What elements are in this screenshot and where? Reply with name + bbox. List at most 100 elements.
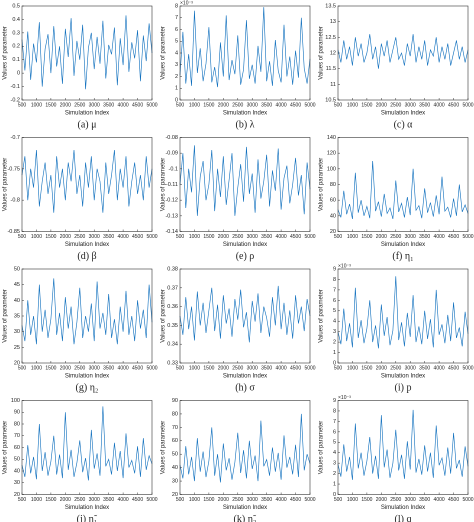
- y-tick-label: 0.1: [12, 57, 20, 63]
- x-tick-label: 5000: [304, 102, 315, 108]
- y-tick-label: 120: [327, 151, 336, 157]
- x-tick-label: 1000: [189, 497, 200, 503]
- x-tick-label: 3500: [103, 102, 114, 108]
- y-multiplier: ×10⁻³: [338, 263, 351, 269]
- x-tick-label: 2500: [74, 497, 85, 503]
- x-tick-label: 500: [176, 497, 185, 503]
- y-tick-label: -0.85: [7, 229, 20, 235]
- x-tick-label: 1500: [203, 234, 214, 240]
- y-tick-label: 70: [14, 433, 20, 439]
- y-tick-label: 0.2: [12, 44, 20, 50]
- y-tick-label: 100: [11, 398, 20, 404]
- x-tick-label: 2000: [218, 234, 229, 240]
- x-tick-label: 500: [176, 234, 185, 240]
- y-tick-label: 90: [172, 398, 178, 404]
- y-tick-label: 1: [333, 350, 336, 356]
- trace-line: [337, 34, 469, 69]
- y-axis-label: Values of parameter: [161, 289, 167, 343]
- x-tick-label: 1500: [45, 365, 56, 371]
- x-tick-label: 5000: [146, 102, 157, 108]
- panel-caption: (g) η₂: [76, 382, 99, 393]
- x-axis-label: Simulation Index: [381, 505, 425, 511]
- x-tick-label: 2000: [218, 102, 229, 108]
- trace-line: [21, 15, 153, 90]
- x-tick-label: 2500: [74, 102, 85, 108]
- y-tick-label: 4: [175, 50, 178, 56]
- y-tick-label: 40: [14, 298, 20, 304]
- y-tick-label: 40: [330, 213, 336, 219]
- x-axis-label: Simulation Index: [65, 111, 109, 117]
- plot-frame: [179, 268, 311, 364]
- x-tick-label: 3000: [247, 497, 258, 503]
- x-tick-label: 4500: [448, 102, 459, 108]
- x-tick-label: 5000: [462, 497, 473, 503]
- y-tick-label: 13.5: [325, 3, 336, 9]
- y-tick-label: 30: [172, 479, 178, 485]
- x-tick-label: 5000: [462, 365, 473, 371]
- x-tick-label: 5000: [304, 497, 315, 503]
- x-tick-label: 1500: [45, 102, 56, 108]
- y-axis-label: Values of parameter: [161, 26, 167, 80]
- x-tick-label: 2500: [390, 365, 401, 371]
- y-tick-label: 0: [17, 71, 20, 77]
- x-tick-label: 1000: [31, 365, 42, 371]
- y-tick-label: 0.4: [12, 17, 20, 23]
- x-axis-label: Simulation Index: [223, 374, 267, 380]
- y-tick-label: 2: [175, 74, 178, 80]
- y-axis-label: Values of parameter: [3, 158, 9, 212]
- y-tick-label: 45: [14, 282, 20, 288]
- y-tick-label: 60: [330, 198, 336, 204]
- y-tick-label: -0.1: [11, 84, 20, 90]
- x-tick-label: 4000: [276, 497, 287, 503]
- x-tick-label: 4000: [118, 102, 129, 108]
- y-tick-label: -0.75: [7, 166, 20, 172]
- x-tick-label: 1500: [361, 102, 372, 108]
- trace-line: [21, 278, 153, 345]
- x-tick-label: 5000: [146, 497, 157, 503]
- x-tick-label: 1000: [189, 234, 200, 240]
- y-tick-label: 20: [14, 492, 20, 498]
- panel-caption: (k) η̃₂: [234, 514, 257, 522]
- y-tick-label: -0.2: [11, 97, 20, 103]
- y-tick-label: 0.5: [12, 3, 20, 9]
- x-tick-label: 3000: [89, 365, 100, 371]
- panel-caption: (d) β: [77, 251, 96, 262]
- y-tick-label: 9: [333, 266, 336, 272]
- plot-frame: [21, 137, 153, 232]
- x-tick-label: 2000: [376, 234, 387, 240]
- x-tick-label: 2000: [60, 234, 71, 240]
- y-tick-label: -0.08: [165, 135, 178, 141]
- y-tick-label: 1: [333, 482, 336, 488]
- x-tick-label: 4500: [290, 234, 301, 240]
- x-tick-label: 1000: [189, 102, 200, 108]
- y-tick-label: 12: [330, 50, 336, 56]
- y-tick-label: 100: [327, 166, 336, 172]
- x-axis-label: Simulation Index: [65, 242, 109, 248]
- y-tick-label: 6: [175, 27, 178, 33]
- y-tick-label: 7: [333, 419, 336, 425]
- x-tick-label: 2000: [376, 102, 387, 108]
- x-tick-label: 2000: [60, 365, 71, 371]
- x-tick-label: 3500: [261, 102, 272, 108]
- x-tick-label: 2500: [232, 365, 243, 371]
- x-tick-label: 2500: [232, 102, 243, 108]
- panel-caption: (b) λ: [235, 119, 254, 130]
- trace-line: [337, 160, 469, 220]
- x-axis-label: Simulation Index: [223, 505, 267, 511]
- y-tick-label: 6: [333, 429, 336, 435]
- x-axis-label: Simulation Index: [381, 374, 425, 380]
- y-tick-label: 8: [333, 277, 336, 283]
- x-tick-label: 2500: [232, 497, 243, 503]
- x-tick-label: 500: [334, 497, 343, 503]
- y-tick-label: 20: [172, 492, 178, 498]
- x-tick-label: 2500: [390, 497, 401, 503]
- x-tick-label: 2000: [218, 365, 229, 371]
- x-tick-label: 2000: [60, 497, 71, 503]
- x-tick-label: 2000: [376, 365, 387, 371]
- y-tick-label: 0.3: [12, 30, 20, 36]
- x-tick-label: 2000: [376, 497, 387, 503]
- x-tick-label: 5000: [462, 102, 473, 108]
- x-tick-label: 1500: [361, 497, 372, 503]
- trace-line: [179, 7, 311, 88]
